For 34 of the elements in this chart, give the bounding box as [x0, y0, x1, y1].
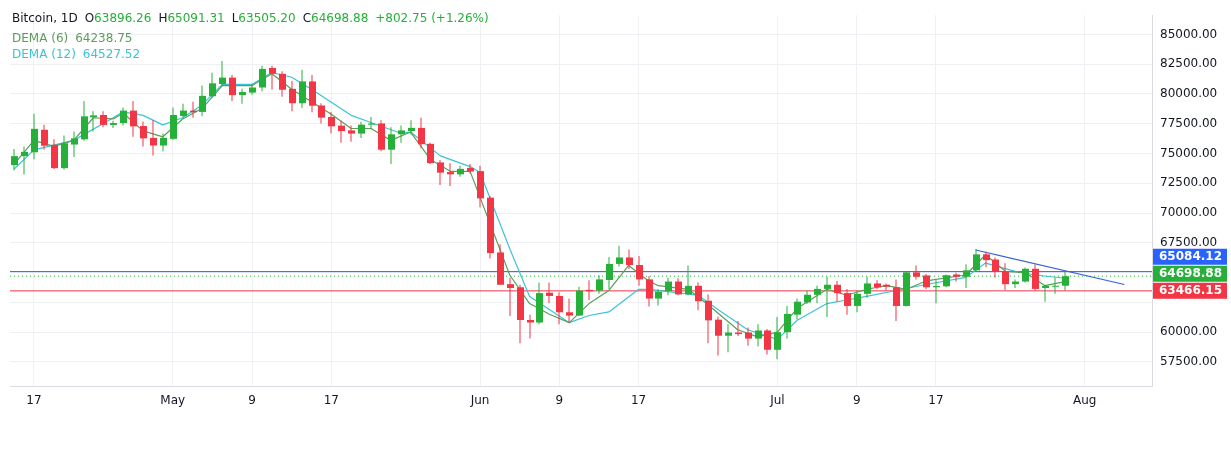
x-tick-label: 9: [852, 393, 861, 408]
text: DEMA (6): [12, 31, 69, 45]
x-tick-label: 17: [928, 393, 944, 408]
annotation: 64527.52: [82, 47, 141, 61]
annotation: C64698.88: [302, 11, 369, 25]
y-tick-label: 60000.00: [1160, 324, 1218, 339]
y-tick-label: 70000.00: [1160, 205, 1218, 220]
x-tick-label: May: [160, 393, 186, 408]
annotation: L63505.20: [231, 11, 296, 25]
chart-title: Bitcoin, 1D: [12, 11, 78, 25]
text: DEMA (12): [12, 47, 76, 61]
annotation: 64238.75: [75, 31, 133, 45]
annotation: H65091.31: [158, 11, 225, 25]
ref-line-label: 64698.88: [1159, 266, 1223, 280]
x-tick-label: Jun: [469, 393, 490, 408]
y-tick-label: 77500.00: [1160, 115, 1218, 130]
annotation: O63896.26: [84, 11, 152, 25]
x-tick-label: Jul: [769, 393, 785, 408]
x-tick-label: 9: [248, 393, 256, 408]
ref-line-label: 65084.12: [1159, 249, 1223, 263]
y-tick-label: 75000.00: [1160, 145, 1218, 160]
y-tick-label: 57500.00: [1160, 354, 1218, 369]
y-tick-label: 72500.00: [1160, 175, 1218, 190]
y-tick-label: 82500.00: [1160, 56, 1218, 71]
x-tick-label: Aug: [1072, 393, 1097, 408]
ref-line-label: 63466.15: [1159, 283, 1223, 297]
x-tick-label: 17: [323, 393, 339, 408]
x-tick-label: 9: [555, 393, 564, 408]
x-tick-label: 17: [26, 393, 42, 408]
y-tick-label: 67500.00: [1160, 234, 1218, 249]
y-tick-label: 85000.00: [1160, 26, 1218, 41]
x-tick-label: 17: [630, 393, 647, 408]
annotation: +802.75 (+1.26%): [375, 11, 489, 25]
y-tick-label: 80000.00: [1160, 86, 1218, 101]
